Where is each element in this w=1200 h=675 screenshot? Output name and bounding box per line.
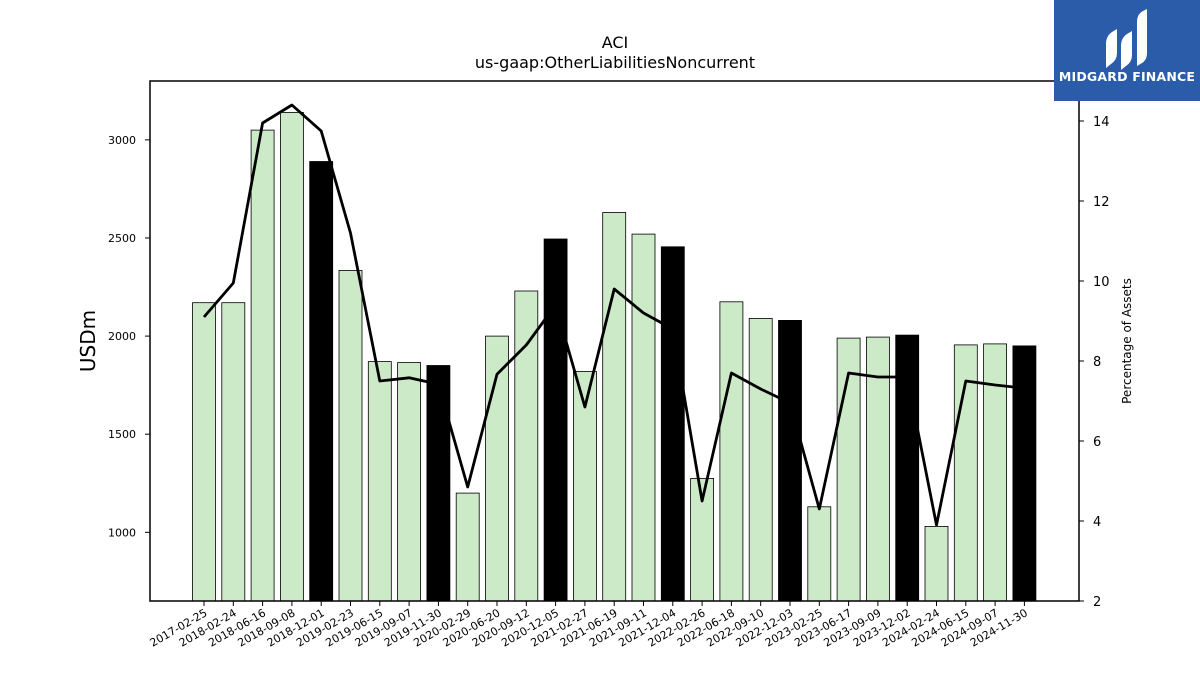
bar xyxy=(514,290,539,602)
y-axis-left: 1000 1500 2000 2500 3000 xyxy=(108,134,150,539)
bar xyxy=(338,269,363,602)
bar xyxy=(309,161,334,602)
bar xyxy=(778,319,802,602)
bar xyxy=(279,112,304,602)
bar xyxy=(895,334,920,602)
y-tick-label: 2000 xyxy=(108,330,136,343)
bar-group xyxy=(192,112,1037,602)
chart-subtitle: us-gaap:OtherLiabilitiesNoncurrent xyxy=(475,53,755,72)
logo-mark-icon xyxy=(1106,9,1147,70)
percentage-line xyxy=(202,103,1025,527)
bar xyxy=(543,238,568,602)
bar xyxy=(192,302,216,602)
y-tick-label: 1500 xyxy=(108,428,136,441)
y-axis-right: 2 4 6 8 10 12 14 xyxy=(1079,115,1110,610)
y2-tick-label: 8 xyxy=(1093,355,1101,370)
chart-title: ACI xyxy=(602,33,629,52)
bar xyxy=(807,506,832,602)
bar xyxy=(455,492,480,602)
bar xyxy=(602,212,627,602)
logo: MIDGARD FINANCE xyxy=(1054,0,1200,101)
y2-tick-label: 6 xyxy=(1093,435,1101,450)
bar xyxy=(924,526,949,602)
bar xyxy=(250,129,275,602)
bar xyxy=(719,301,744,602)
logo-text: MIDGARD FINANCE xyxy=(1059,69,1195,84)
y-tick-label: 1000 xyxy=(108,526,136,539)
y2-tick-label: 10 xyxy=(1093,275,1110,290)
y2-axis-label: Percentage of Assets xyxy=(1120,278,1134,404)
y2-tick-label: 4 xyxy=(1093,515,1101,530)
x-axis: 2017-02-252018-02-242018-06-162018-09-08… xyxy=(148,601,1030,650)
bar xyxy=(660,246,685,602)
y-tick-label: 2500 xyxy=(108,232,136,245)
bar xyxy=(748,317,773,602)
bar xyxy=(221,302,246,602)
y2-tick-label: 14 xyxy=(1093,115,1110,130)
bar xyxy=(367,361,392,602)
y2-tick-label: 2 xyxy=(1093,595,1101,610)
y2-tick-label: 12 xyxy=(1093,195,1110,210)
bar xyxy=(397,362,422,602)
bar xyxy=(983,343,1007,602)
bar xyxy=(1012,345,1037,602)
bar xyxy=(631,233,656,602)
y-tick-label: 3000 xyxy=(108,134,136,147)
bar xyxy=(426,365,451,602)
line-group xyxy=(202,103,1025,527)
y-axis-label: USDm xyxy=(76,310,100,372)
